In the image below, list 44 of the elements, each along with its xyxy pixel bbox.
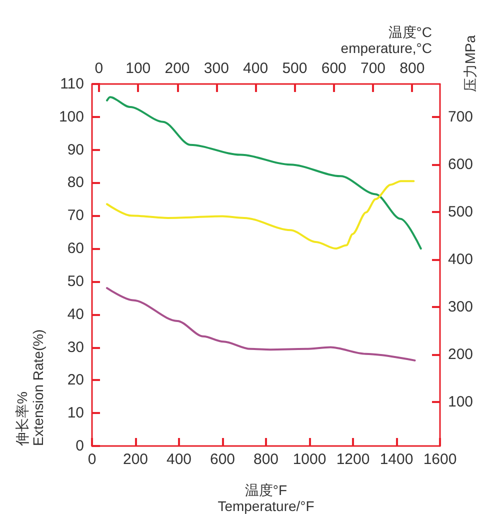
x2-tick-label: 600 xyxy=(321,60,346,77)
x-tick-label: 200 xyxy=(122,451,148,468)
x-tick-label: 600 xyxy=(210,451,236,468)
x2-tick-label: 200 xyxy=(164,60,190,77)
y2-tick-label: 600 xyxy=(448,156,474,173)
y2-axis-title: 压力MPa xyxy=(462,35,478,92)
y2-tick-label: 700 xyxy=(448,108,474,126)
x2-tick-label: 500 xyxy=(282,60,308,77)
y-tick-label: 0 xyxy=(76,438,84,454)
y-tick-label: 30 xyxy=(67,338,84,356)
x-tick-label: 800 xyxy=(253,451,279,468)
x2-tick-label: 400 xyxy=(243,60,268,77)
x2-tick-label: 100 xyxy=(126,60,151,77)
x-tick-label: 1400 xyxy=(380,451,414,468)
x-tick-label: 1000 xyxy=(292,451,326,468)
x2-tick-label: 300 xyxy=(204,60,229,77)
x2-axis-title: 温度°C emperature,°C xyxy=(340,24,432,56)
x-tick-label: 1200 xyxy=(336,451,370,468)
x2-tick-label: 700 xyxy=(360,60,386,77)
y2-tick-label: 200 xyxy=(448,346,474,363)
line-series xyxy=(106,96,422,250)
line-series xyxy=(106,180,415,250)
y-tick-label: 110 xyxy=(60,76,84,92)
y-tick-label: 70 xyxy=(67,207,84,224)
y2-tick-label: 300 xyxy=(448,298,474,316)
x-axis-title: 温度°F Temperature/°F xyxy=(218,482,314,514)
y-tick-label: 50 xyxy=(67,272,84,290)
x-tick-label: 400 xyxy=(166,451,192,468)
x2-tick-label: 0 xyxy=(94,60,104,77)
y-tick-label: 60 xyxy=(67,240,84,258)
y2-tick-label: 500 xyxy=(448,203,474,220)
y-tick-label: 10 xyxy=(67,404,84,422)
x2-tick-label: 800 xyxy=(400,60,425,77)
y-tick-label: 100 xyxy=(58,108,84,126)
y2-tick-label: 400 xyxy=(448,250,474,268)
y-tick-label: 20 xyxy=(67,372,84,389)
x-tick-label: 0 xyxy=(88,451,96,468)
y-tick-label: 90 xyxy=(67,141,84,158)
y-tick-label: 40 xyxy=(67,306,84,323)
y2-tick-label: 100 xyxy=(448,393,474,410)
y-tick-label: 80 xyxy=(67,174,84,192)
line-series xyxy=(106,287,416,362)
x-tick-label: 1600 xyxy=(423,451,457,468)
y-axis-title: 伸长率% Extension Rate(%) xyxy=(14,329,46,447)
